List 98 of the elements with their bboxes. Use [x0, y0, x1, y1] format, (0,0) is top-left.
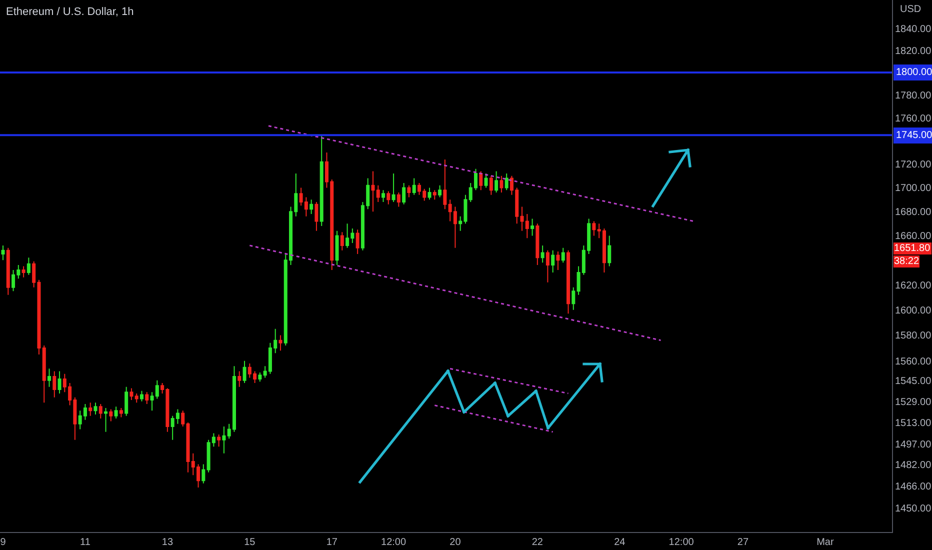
- x-tick-label: 11: [80, 537, 91, 548]
- candlestick: [412, 178, 416, 196]
- candlestick: [443, 158, 447, 210]
- y-tick-label: 1620.00: [895, 280, 932, 292]
- candlestick: [88, 402, 92, 416]
- x-tick-label: 15: [244, 537, 256, 548]
- candlestick: [396, 192, 400, 208]
- candlestick: [382, 190, 386, 202]
- candlestick: [1, 244, 5, 261]
- candlestick: [278, 334, 282, 352]
- candlestick: [320, 134, 324, 227]
- y-tick-label: 1660.00: [895, 231, 932, 242]
- y-tick-label: 1820.00: [895, 46, 932, 57]
- candlestick: [551, 250, 555, 273]
- candlestick: [26, 257, 30, 276]
- candlestick: [42, 344, 46, 404]
- candlestick: [536, 223, 540, 266]
- candlestick: [22, 266, 26, 278]
- candlestick: [58, 370, 62, 394]
- candlestick: [556, 251, 560, 270]
- x-tick-label: 12:00: [381, 537, 406, 548]
- x-tick-label: 13: [162, 537, 174, 548]
- y-tick-label: 1529.00: [895, 396, 932, 408]
- candlestick: [392, 173, 396, 202]
- y-tick-label: 1600.00: [895, 305, 932, 316]
- x-tick-label: 22: [532, 537, 544, 548]
- candlestick: [6, 247, 10, 296]
- candlestick: [119, 407, 123, 418]
- x-tick-label: 12:00: [668, 537, 694, 548]
- candlestick: [124, 386, 128, 416]
- candlestick: [222, 426, 226, 454]
- candlestick: [566, 250, 570, 314]
- y-axis-title: USD: [900, 4, 922, 15]
- candlestick: [47, 368, 52, 388]
- candlestick: [238, 370, 242, 388]
- candlestick: [314, 202, 318, 232]
- candlestick: [98, 403, 102, 420]
- text: Ethereum / U.S. Dollar, 1h: [6, 6, 134, 18]
- candlestick: [432, 190, 436, 200]
- y-tick-label: 1680.00: [895, 207, 932, 218]
- y-tick-label: 1497.00: [895, 439, 932, 450]
- candlestick: [504, 173, 508, 191]
- candlestick: [217, 434, 221, 448]
- candlestick: [109, 408, 113, 422]
- candlestick: [145, 392, 149, 404]
- candlestick: [356, 229, 360, 254]
- candlestick: [202, 464, 206, 484]
- candlestick: [484, 173, 488, 188]
- candlestick: [489, 175, 493, 196]
- candlestick: [258, 372, 262, 382]
- y-tick-label: 1720.00: [895, 160, 932, 171]
- y-tick-label: 1780.00: [895, 90, 932, 102]
- candlestick: [438, 184, 442, 198]
- y-tick-label: 1450.00: [895, 504, 932, 515]
- ref-line-label: 1745.00: [896, 130, 932, 141]
- y-tick-label: 1700.00: [895, 183, 932, 194]
- candlestick: [310, 199, 314, 214]
- candlestick: [335, 230, 339, 266]
- candlestick: [540, 244, 544, 264]
- x-tick-label: 24: [614, 537, 626, 548]
- x-tick-label: 9: [0, 537, 6, 548]
- candlestick: [572, 286, 576, 310]
- y-tick-label: 1545.00: [895, 376, 932, 387]
- candlestick: [114, 406, 118, 420]
- x-tick-label: 20: [450, 537, 462, 548]
- x-tick-label: Mar: [816, 537, 834, 548]
- ref-line-label: 1800.00: [896, 67, 932, 78]
- x-tick-label: 17: [326, 537, 338, 548]
- candlestick: [402, 182, 406, 205]
- candlestick: [561, 247, 565, 264]
- candlestick: [386, 190, 390, 205]
- candlestick: [428, 187, 432, 200]
- candlestick: [608, 235, 612, 267]
- candlestick: [479, 170, 483, 191]
- candlestick: [530, 218, 534, 236]
- y-tick-label: 1760.00: [895, 113, 932, 124]
- candlestick: [340, 232, 344, 251]
- candlestick: [94, 402, 98, 416]
- y-tick-label: 1840.00: [895, 24, 932, 35]
- x-tick-label: 27: [737, 537, 749, 548]
- candlestick: [130, 388, 134, 401]
- y-tick-label: 1513.00: [895, 418, 932, 430]
- text: 38:22: [894, 256, 920, 267]
- text: 1651.80: [894, 243, 931, 254]
- candlestick: [500, 175, 504, 193]
- candlestick: [592, 220, 596, 236]
- y-tick-label: 1466.00: [895, 482, 932, 493]
- candlestick: [407, 184, 411, 198]
- y-tick-label: 1482.00: [895, 460, 932, 471]
- candlestick: [140, 390, 144, 402]
- candlestick: [242, 360, 246, 384]
- candlestick: [104, 407, 108, 432]
- y-tick-label: 1580.00: [895, 330, 932, 342]
- candlestick: [494, 170, 498, 193]
- candlestick: [52, 370, 56, 398]
- y-tick-label: 1560.00: [895, 356, 932, 368]
- candlestick: [134, 392, 138, 404]
- candlestick: [546, 250, 550, 283]
